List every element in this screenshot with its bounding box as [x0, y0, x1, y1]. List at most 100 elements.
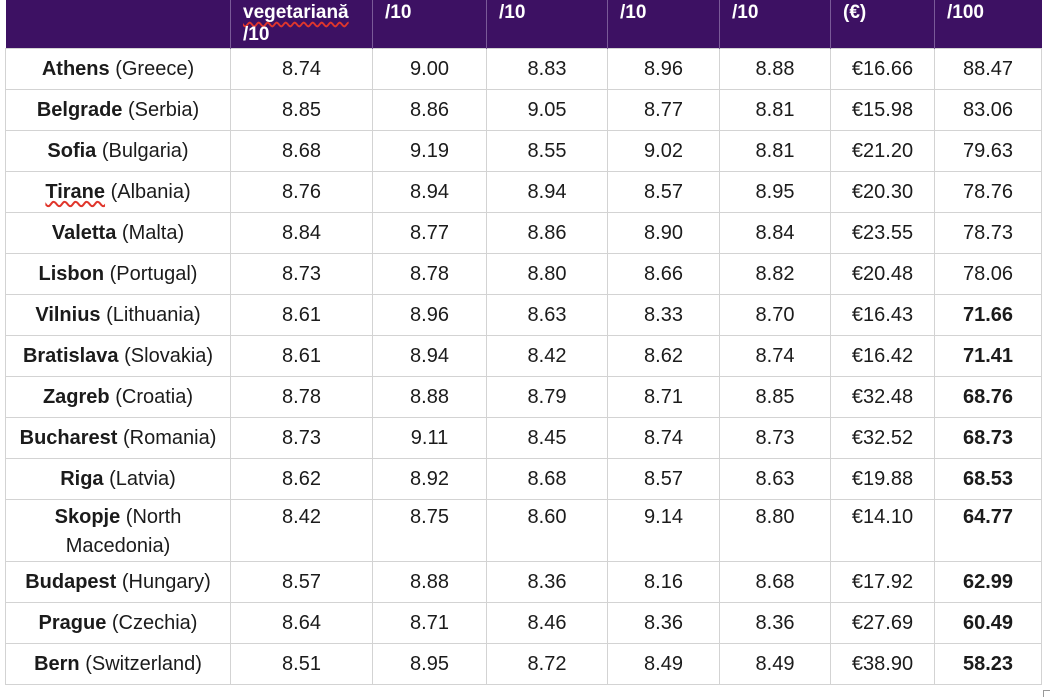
rating-cell-v3: 8.42: [486, 334, 608, 377]
score-cell: 58.23: [934, 642, 1042, 685]
price-cell: €16.43: [830, 293, 935, 336]
header-row: vegetariană /10 /10 /10 /10 /10 (€) /100: [5, 0, 1042, 48]
header-vegetarian-label: vegetariană: [243, 2, 349, 23]
rating-cell-v5: 8.81: [719, 129, 831, 172]
rating-cell-v3: 8.46: [486, 601, 608, 644]
country-name: (Switzerland): [85, 652, 202, 675]
city-name: Bucharest: [19, 426, 118, 449]
header-cell-col5: /10: [719, 0, 831, 48]
city-cell: Vilnius (Lithuania): [5, 293, 231, 336]
rating-cell-v5: 8.68: [719, 560, 831, 603]
rating-cell-v5: 8.81: [719, 88, 831, 131]
rating-cell-v4: 8.57: [607, 457, 720, 500]
table-row: Bucharest (Romania) 8.73 9.11 8.45 8.74 8.73 €…: [5, 416, 1042, 459]
city-cell: Riga (Latvia): [5, 457, 231, 500]
table-row: Tirane (Albania) 8.76 8.94 8.94 8.57 8.95 €20.…: [5, 170, 1042, 213]
header-cell-price: (€): [830, 0, 935, 48]
rating-cell-v5: 8.84: [719, 211, 831, 254]
city-cell: Valetta (Malta): [5, 211, 231, 254]
rating-cell-v3: 8.60: [486, 498, 608, 562]
rating-cell-v4: 9.14: [607, 498, 720, 562]
rating-cell-v4: 8.57: [607, 170, 720, 213]
rating-cell-v5: 8.95: [719, 170, 831, 213]
rating-cell-v4: 8.77: [607, 88, 720, 131]
rating-cell-v2: 8.96: [372, 293, 487, 336]
rating-cell-v2: 8.94: [372, 334, 487, 377]
city-cell: Budapest (Hungary): [5, 560, 231, 603]
rating-cell-v5: 8.85: [719, 375, 831, 418]
header-cell-col4: /10: [607, 0, 720, 48]
rating-cell-v2: 9.11: [372, 416, 487, 459]
city-name: Bratislava: [22, 344, 119, 367]
score-cell: 79.63: [934, 129, 1042, 172]
city-cell: Belgrade (Serbia): [5, 88, 231, 131]
country-name: (Bulgaria): [101, 139, 189, 162]
country-name: (Portugal): [109, 262, 198, 285]
city-cell: Lisbon (Portugal): [5, 252, 231, 295]
country-name: (Romania): [123, 426, 217, 449]
rating-cell-v1: 8.51: [230, 642, 373, 685]
city-name: Budapest: [25, 570, 117, 593]
rating-cell-v2: 9.00: [372, 47, 487, 90]
rating-cell-v1: 8.78: [230, 375, 373, 418]
rating-cell-v2: 8.86: [372, 88, 487, 131]
table-row: Bern (Switzerland) 8.51 8.95 8.72 8.49 8.49 €3…: [5, 642, 1042, 685]
table-row: Budapest (Hungary) 8.57 8.88 8.36 8.16 8.68 €1…: [5, 560, 1042, 603]
table-row: Belgrade (Serbia) 8.85 8.86 9.05 8.77 8.81 €15…: [5, 88, 1042, 131]
score-cell: 62.99: [934, 560, 1042, 603]
rating-cell-v3: 8.55: [486, 129, 608, 172]
price-cell: €14.10: [830, 498, 935, 562]
score-cell: 68.53: [934, 457, 1042, 500]
header-cell-vegetarian: vegetariană /10: [230, 0, 373, 48]
rating-cell-v1: 8.84: [230, 211, 373, 254]
price-cell: €16.66: [830, 47, 935, 90]
rating-cell-v1: 8.61: [230, 293, 373, 336]
rating-cell-v4: 8.90: [607, 211, 720, 254]
rating-cell-v5: 8.36: [719, 601, 831, 644]
rating-cell-v3: 8.94: [486, 170, 608, 213]
rating-cell-v4: 8.33: [607, 293, 720, 336]
table-resize-corner[interactable]: [1043, 690, 1050, 697]
rating-cell-v5: 8.49: [719, 642, 831, 685]
rating-cell-v4: 8.74: [607, 416, 720, 459]
rating-cell-v1: 8.74: [230, 47, 373, 90]
city-cell: Prague (Czechia): [5, 601, 231, 644]
score-cell: 78.73: [934, 211, 1042, 254]
price-cell: €15.98: [830, 88, 935, 131]
country-name: (Slovakia): [124, 344, 214, 367]
country-name: (Hungary): [121, 570, 211, 593]
rating-cell-v2: 8.92: [372, 457, 487, 500]
table-row: Valetta (Malta) 8.84 8.77 8.86 8.90 8.84 €23.5…: [5, 211, 1042, 254]
city-name: Vilnius: [35, 303, 101, 326]
rating-cell-v1: 8.42: [230, 498, 373, 562]
city-name: Sofia: [47, 139, 97, 162]
rating-cell-v1: 8.64: [230, 601, 373, 644]
score-cell: 88.47: [934, 47, 1042, 90]
rating-cell-v3: 8.36: [486, 560, 608, 603]
price-cell: €38.90: [830, 642, 935, 685]
table-header: vegetariană /10 /10 /10 /10 /10 (€) /100: [5, 0, 1042, 48]
score-cell: 60.49: [934, 601, 1042, 644]
rating-cell-v3: 8.63: [486, 293, 608, 336]
rating-cell-v2: 8.94: [372, 170, 487, 213]
rating-cell-v4: 8.16: [607, 560, 720, 603]
city-cell: Bucharest (Romania): [5, 416, 231, 459]
price-cell: €27.69: [830, 601, 935, 644]
rating-cell-v1: 8.62: [230, 457, 373, 500]
score-cell: 83.06: [934, 88, 1042, 131]
price-cell: €21.20: [830, 129, 935, 172]
city-cell: Bratislava (Slovakia): [5, 334, 231, 377]
rating-cell-v5: 8.63: [719, 457, 831, 500]
table-row: Lisbon (Portugal) 8.73 8.78 8.80 8.66 8.82 €20…: [5, 252, 1042, 295]
country-name: (Greece): [115, 57, 195, 80]
country-name: (Latvia): [109, 467, 176, 490]
header-vegetarian-unit: /10: [243, 24, 270, 45]
rating-cell-v4: 8.49: [607, 642, 720, 685]
rating-cell-v2: 8.88: [372, 375, 487, 418]
city-name: Tirane: [45, 180, 106, 203]
score-cell: 64.77: [934, 498, 1042, 562]
score-cell: 78.06: [934, 252, 1042, 295]
price-cell: €32.48: [830, 375, 935, 418]
rating-cell-v2: 8.78: [372, 252, 487, 295]
rating-cell-v1: 8.73: [230, 252, 373, 295]
